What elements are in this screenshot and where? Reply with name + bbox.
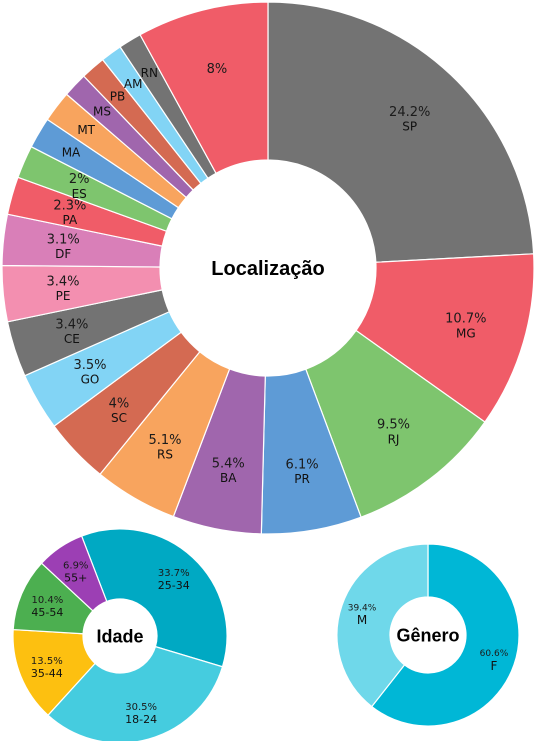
localiza-o-slice-sp bbox=[267, 1, 534, 263]
localiza-o-slice-ce-value-label: 3.4% bbox=[55, 317, 88, 332]
g-nero-slice-m-value-label: 39.4% bbox=[348, 603, 377, 613]
localiza-o-slice-mg-value-label: 10.7% bbox=[445, 312, 486, 327]
g-nero-slice-f-category-label: F bbox=[491, 659, 498, 673]
idade-donut-chart: 33.7%25-34 30.5%18-24 13.5%35-44 10.4%45-54… bbox=[12, 528, 228, 741]
idade-slice-35-44-category-label: 35-44 bbox=[31, 667, 63, 680]
localiza-o-slice-sc-value-label: 4% bbox=[109, 397, 130, 412]
localiza-o-slice-sp-category-label: SP bbox=[402, 120, 417, 134]
localiza-o-slice-am-category-label: AM bbox=[124, 77, 143, 91]
localiza-o-slice-sc-category-label: SC bbox=[111, 411, 127, 425]
localiza-o-slice-other-19-value-label: 8% bbox=[207, 62, 228, 77]
g-nero-slice-m-category-label: M bbox=[357, 613, 367, 627]
localiza-o-slice-pr-category-label: PR bbox=[294, 472, 310, 486]
idade-slice-18-24-category-label: 18-24 bbox=[125, 713, 157, 726]
idade-slice-25-34-value-label: 33.7% bbox=[158, 568, 190, 579]
idade-slice-35-44-value-label: 13.5% bbox=[31, 656, 63, 667]
idade-slice-25-34 bbox=[80, 528, 228, 668]
localiza-o-slice-ba-category-label: BA bbox=[220, 471, 237, 485]
g-nero-slice-f bbox=[370, 543, 520, 727]
localiza-o-slice-mg bbox=[355, 253, 534, 423]
idade-slice-25-34-category-label: 25-34 bbox=[158, 579, 190, 592]
idade-slice-55-value-label: 6.9% bbox=[63, 561, 88, 572]
g-nero-slice-f-value-label: 60.6% bbox=[480, 649, 509, 659]
localiza-o-slice-rs-category-label: RS bbox=[157, 447, 173, 461]
localiza-o-slice-ce-category-label: CE bbox=[64, 332, 80, 346]
localiza-o-slice-pa-category-label: PA bbox=[62, 213, 77, 227]
localiza-o-slice-ba-value-label: 5.4% bbox=[212, 456, 245, 471]
localiza-o-slice-other-19 bbox=[139, 1, 269, 175]
localiza-o-slice-pb-category-label: PB bbox=[110, 90, 125, 104]
localiza-o-slice-mg-category-label: MG bbox=[456, 326, 476, 340]
localiza-o-slice-go-category-label: GO bbox=[81, 373, 100, 387]
localiza-o-center-title: Localização bbox=[211, 258, 324, 280]
idade-slice-45-54-category-label: 45-54 bbox=[31, 606, 63, 619]
localizacao-donut-chart: 24.2%SP 10.7%MG 9.5%RJ 6.1%PR 5.4%BA 5.1%RS 4%… bbox=[1, 1, 534, 535]
g-nero-center-title: Gênero bbox=[396, 625, 459, 645]
localiza-o-slice-go-value-label: 3.5% bbox=[73, 358, 106, 373]
localiza-o-slice-pe-value-label: 3.4% bbox=[46, 274, 79, 289]
idade-slice-45-54-value-label: 10.4% bbox=[31, 595, 63, 606]
localiza-o-slice-sp-value-label: 24.2% bbox=[389, 105, 430, 120]
localiza-o-slice-pa-value-label: 2.3% bbox=[53, 198, 86, 213]
localiza-o-slice-pe-category-label: PE bbox=[56, 289, 71, 303]
genero-donut-chart: 60.6%F 39.4%M Gênero bbox=[336, 543, 520, 727]
g-nero-slice-m bbox=[336, 543, 429, 708]
idade-center-title: Idade bbox=[96, 626, 143, 646]
localiza-o-slice-df-category-label: DF bbox=[55, 247, 71, 261]
idade-slice-55-category-label: 55+ bbox=[64, 572, 87, 585]
localiza-o-slice-ms-category-label: MS bbox=[93, 104, 111, 118]
localiza-o-slice-rj-value-label: 9.5% bbox=[377, 418, 410, 433]
idade-slice-55 bbox=[40, 535, 108, 612]
localiza-o-slice-ma-category-label: MA bbox=[62, 146, 81, 160]
idade-slice-35-44 bbox=[12, 628, 96, 717]
localiza-o-slice-rs-value-label: 5.1% bbox=[149, 433, 182, 448]
idade-slice-18-24 bbox=[47, 645, 224, 741]
localiza-o-slice-pr-value-label: 6.1% bbox=[286, 458, 319, 473]
localiza-o-slice-es-value-label: 2% bbox=[69, 172, 90, 187]
localiza-o-slice-df-value-label: 3.1% bbox=[47, 232, 80, 247]
idade-slice-18-24-value-label: 30.5% bbox=[125, 702, 157, 713]
localiza-o-slice-mt-category-label: MT bbox=[77, 123, 95, 137]
localiza-o-slice-rj-category-label: RJ bbox=[388, 432, 400, 446]
localiza-o-slice-rn-category-label: RN bbox=[141, 66, 158, 80]
localiza-o-slice-es-category-label: ES bbox=[72, 187, 87, 201]
